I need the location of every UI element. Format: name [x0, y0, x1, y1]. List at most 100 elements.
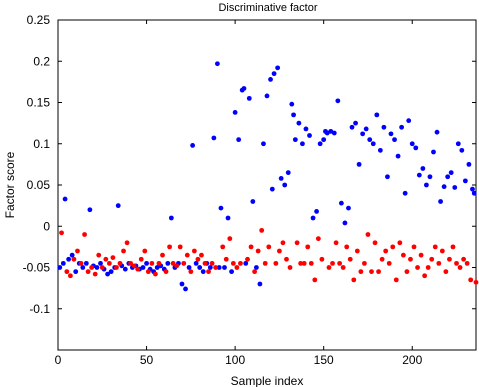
- red-data-point: [213, 265, 219, 270]
- red-data-point: [351, 277, 357, 283]
- blue-data-point: [292, 137, 298, 143]
- red-data-point: [195, 256, 201, 262]
- blue-data-point: [367, 137, 373, 143]
- red-data-point: [473, 279, 479, 285]
- y-axis-label: Factor score: [3, 151, 17, 218]
- blue-data-point: [264, 93, 270, 99]
- red-data-point: [390, 244, 396, 250]
- red-data-point: [312, 277, 318, 283]
- red-data-point: [287, 265, 293, 270]
- red-data-point: [177, 244, 183, 250]
- red-data-point: [439, 248, 445, 254]
- red-data-point: [337, 260, 343, 266]
- y-tick-label: 0.15: [27, 96, 51, 110]
- red-data-point: [223, 256, 229, 262]
- red-data-point: [308, 260, 314, 266]
- red-data-point: [227, 236, 233, 242]
- red-data-point: [450, 244, 456, 250]
- blue-data-point: [73, 269, 79, 275]
- blue-data-point: [271, 71, 277, 77]
- blue-data-point: [253, 265, 259, 270]
- red-data-point: [156, 260, 162, 266]
- blue-data-point: [80, 265, 86, 270]
- blue-data-point: [218, 205, 224, 211]
- red-data-point: [301, 260, 307, 266]
- blue-data-point: [307, 133, 312, 138]
- blue-data-point: [431, 149, 436, 155]
- blue-data-point: [303, 126, 309, 132]
- blue-data-point: [342, 220, 348, 226]
- y-tick-label: 0.05: [27, 178, 51, 192]
- blue-data-point: [108, 269, 114, 275]
- blue-data-point: [211, 135, 217, 141]
- blue-data-point: [269, 186, 275, 192]
- blue-data-point: [392, 137, 397, 143]
- blue-data-point: [388, 131, 394, 137]
- red-data-point: [284, 256, 289, 262]
- red-data-point: [170, 260, 176, 266]
- x-tick-label: 150: [314, 353, 334, 367]
- red-data-point: [266, 244, 272, 250]
- red-data-point: [447, 256, 452, 262]
- red-data-point: [92, 271, 98, 277]
- red-data-point: [372, 240, 378, 246]
- red-data-point: [280, 240, 286, 246]
- red-data-point: [230, 260, 236, 266]
- blue-data-point: [291, 112, 296, 118]
- blue-data-point: [225, 215, 231, 221]
- red-data-point: [294, 240, 300, 246]
- red-data-point: [124, 240, 130, 246]
- x-tick-label: 0: [55, 353, 62, 367]
- red-data-point: [103, 256, 109, 262]
- red-data-point: [206, 269, 211, 275]
- red-data-point: [298, 260, 304, 266]
- red-data-point: [305, 244, 311, 250]
- blue-data-point: [331, 130, 337, 136]
- blue-data-point: [243, 260, 249, 266]
- red-data-point: [354, 248, 360, 254]
- red-data-point: [96, 252, 102, 258]
- blue-data-point: [455, 141, 461, 147]
- blue-data-point: [296, 120, 302, 126]
- blue-data-point: [385, 174, 390, 180]
- blue-data-point: [381, 124, 387, 130]
- blue-data-point: [471, 190, 477, 196]
- blue-data-point: [427, 174, 433, 180]
- red-data-point: [464, 260, 470, 266]
- red-data-point: [262, 260, 268, 266]
- blue-data-point: [445, 174, 451, 180]
- red-data-point: [362, 260, 367, 266]
- red-data-point: [153, 271, 158, 277]
- red-data-point: [142, 248, 148, 254]
- blue-data-point: [275, 65, 281, 71]
- blue-data-point: [229, 269, 234, 275]
- y-tick-label: -0.05: [23, 261, 51, 275]
- red-data-point: [376, 269, 381, 275]
- blue-data-point: [66, 256, 72, 262]
- red-data-point: [365, 232, 371, 237]
- blue-data-point: [448, 170, 454, 176]
- blue-data-point: [349, 124, 355, 130]
- red-data-point: [315, 236, 321, 242]
- blue-data-point: [434, 129, 440, 135]
- plot-area-frame: [57, 19, 477, 351]
- red-data-point: [75, 248, 80, 254]
- blue-data-point: [370, 141, 376, 147]
- red-data-point: [468, 277, 474, 283]
- blue-data-point: [140, 265, 146, 270]
- red-data-point: [220, 244, 226, 250]
- blue-data-point: [317, 141, 323, 147]
- red-data-point: [369, 269, 374, 275]
- red-data-point: [330, 260, 335, 266]
- blue-data-point: [60, 260, 66, 266]
- blue-data-point: [321, 137, 327, 143]
- blue-data-point: [360, 131, 366, 137]
- red-data-point: [344, 244, 350, 250]
- blue-data-point: [186, 265, 192, 270]
- red-data-point: [167, 244, 172, 250]
- red-data-point: [149, 260, 155, 266]
- red-data-point: [273, 260, 279, 266]
- red-data-point: [347, 256, 353, 262]
- x-tick-label: 50: [140, 353, 154, 367]
